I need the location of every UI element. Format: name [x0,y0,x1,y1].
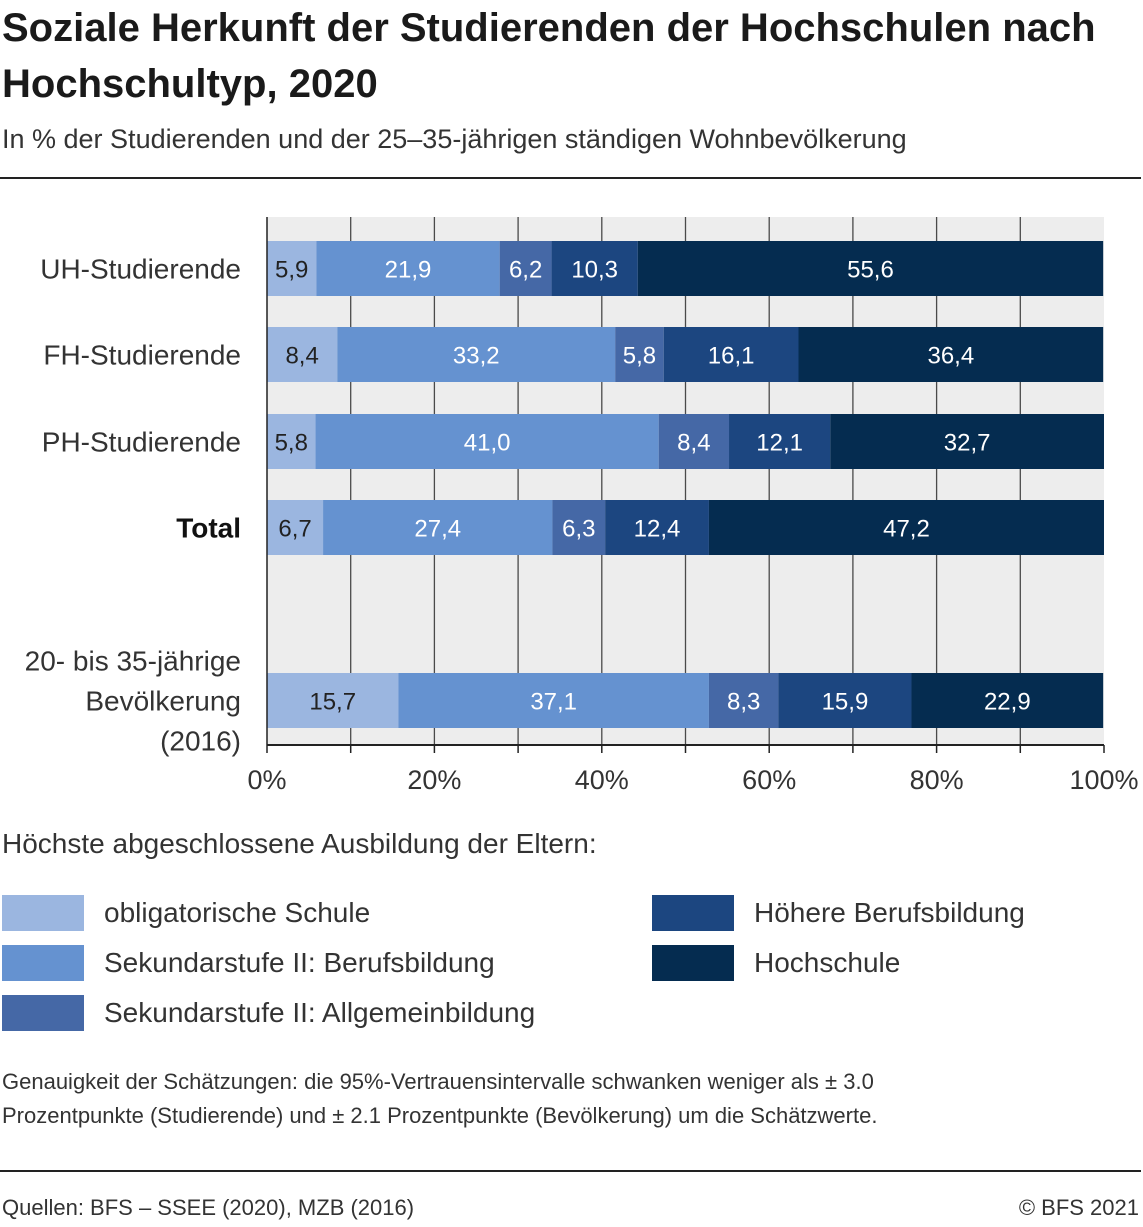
legend-label: Sekundarstufe II: Berufsbildung [104,947,495,978]
copyright: © BFS 2021 [1018,1195,1139,1220]
bar-segment [708,500,1104,555]
bar-value-label: 15,9 [822,689,869,716]
legend-swatch [2,995,84,1031]
stacked-bar-chart: 5,9 21,9 6,2 10,3 55,6 8,4 33,2 5,8 16,1 36,4 5,8 4… [25,217,1139,795]
bar-segment [830,414,1104,469]
bottom-divider [0,1170,1141,1172]
accuracy-note-line-1: Genauigkeit der Schätzungen: die 95%-Ver… [2,1069,874,1094]
x-tick-label: 80% [910,765,964,795]
x-tick-label: 40% [575,765,629,795]
bar-segment [267,500,324,555]
legend-item-obligatorische-schule: obligatorische Schule [2,895,370,931]
bar-value-label: 55,6 [847,257,894,284]
bar-value-label: 33,2 [453,343,500,370]
legend-swatch [652,945,734,981]
bar-segment [499,241,552,296]
bar-value-label: 47,2 [883,516,930,543]
bar-segment [798,327,1104,382]
bar-value-label: 6,3 [562,516,595,543]
legend-item-hochschule: Hochschule [652,945,900,981]
bar-value-label: 16,1 [708,343,755,370]
legend-label: Hochschule [754,947,901,978]
bar-segment [267,327,338,382]
bar-segment [637,241,1104,296]
bar-value-label: 10,3 [571,257,618,284]
category-label-line: Bevölkerung [85,686,241,717]
bar-segment [551,241,638,296]
bar-value-label: 32,7 [944,430,991,457]
category-label-line: (2016) [160,726,241,757]
bar-value-label: 21,9 [385,257,432,284]
bar-value-label: 5,8 [275,430,308,457]
legend-item-sekundarstufe-allgemeinbildung: Sekundarstufe II: Allgemeinbildung [2,995,535,1031]
bar-segment [315,414,659,469]
bar-value-label: 15,7 [309,689,356,716]
bar-segment [267,241,317,296]
bar-segment [911,673,1104,728]
category-label: UH-Studierende [40,254,241,285]
bar-segment [316,241,500,296]
bar-segment [658,414,730,469]
bar-value-label: 5,8 [623,343,656,370]
category-label: 20- bis 35-jährige Bevölkerung (2016) [25,646,241,757]
bar-value-label: 6,7 [278,516,311,543]
accuracy-note: Genauigkeit der Schätzungen: die 95%-Ver… [2,1065,1102,1133]
category-label-line: PH-Studierende [42,427,241,458]
bar-value-label: 12,1 [756,430,803,457]
bar-value-label: 41,0 [464,430,511,457]
x-tick-label: 100% [1069,765,1138,795]
legend-item-hoehere-berufsbildung: Höhere Berufsbildung [652,895,1025,931]
bar-value-label: 27,4 [414,516,461,543]
legend-label: Sekundarstufe II: Allgemeinbildung [104,997,536,1028]
bar-value-label: 5,9 [275,257,308,284]
legend-label: Höhere Berufsbildung [754,897,1025,928]
legend-swatch [652,895,734,931]
bar-segment [615,327,664,382]
bar-segment [729,414,831,469]
top-divider [0,177,1141,179]
legend-swatch [2,895,84,931]
bar-value-label: 8,3 [727,689,760,716]
chart-title: Soziale Herkunft der Studierenden der Ho… [2,6,1096,106]
bar-segment [778,673,912,728]
x-tick-label: 20% [407,765,461,795]
category-label-line: FH-Studierende [43,340,241,371]
bar-segment [337,327,616,382]
category-label-line: UH-Studierende [40,254,241,285]
legend-swatch [2,945,84,981]
bar-value-label: 37,1 [530,689,577,716]
bar-segment [267,673,399,728]
legend-item-sekundarstufe-berufsbildung: Sekundarstufe II: Berufsbildung [2,945,495,981]
bar-value-label: 12,4 [634,516,681,543]
category-label: PH-Studierende [42,427,241,458]
x-tick-label: 0% [247,765,286,795]
bar-segment [663,327,799,382]
x-tick-label: 60% [742,765,796,795]
legend-label: obligatorische Schule [104,897,371,928]
category-label-line: Total [176,513,241,544]
bar-value-label: 22,9 [984,689,1031,716]
bar-segment [267,414,316,469]
accuracy-note-line-2: Prozentpunkte (Studierende) und ± 2.1 Pr… [2,1103,878,1128]
legend-title: Höchste abgeschlossene Ausbildung der El… [2,828,597,859]
bar-value-label: 8,4 [677,430,710,457]
bar-value-label: 8,4 [285,343,318,370]
bar-segment [398,673,709,728]
source-note: Quellen: BFS – SSEE (2020), MZB (2016) [2,1195,415,1220]
chart-subtitle: In % der Studierenden und der 25–35-jähr… [2,124,907,154]
bar-segment [605,500,709,555]
bar-value-label: 6,2 [509,257,542,284]
bar-segment [323,500,553,555]
bar-value-label: 36,4 [927,343,974,370]
category-label-line: 20- bis 35-jährige [25,646,241,677]
category-label: FH-Studierende [43,340,241,371]
bar-segment [552,500,606,555]
category-label: Total [176,513,241,544]
bar-segment [708,673,779,728]
